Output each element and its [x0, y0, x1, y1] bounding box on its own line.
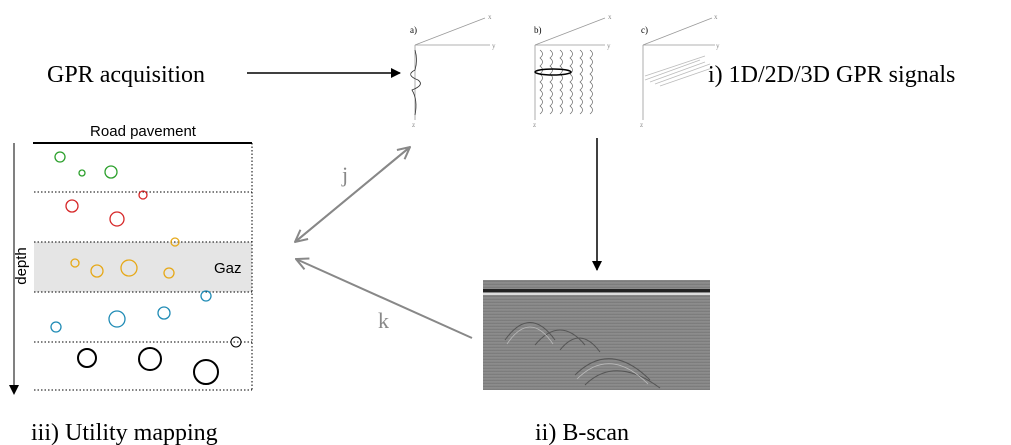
signal-panel-a [410, 17, 490, 120]
panel-label: c) [641, 25, 648, 35]
arrow [295, 146, 411, 242]
map-title: Road pavement [90, 123, 197, 140]
arrow-label: j [341, 162, 348, 187]
gas-band [34, 242, 252, 292]
band-label: Gaz [214, 260, 242, 277]
bscan-label: ii) B-scan [535, 420, 629, 445]
panel-label: b) [534, 25, 542, 35]
axis-label: x [608, 13, 612, 21]
arrow [296, 259, 473, 339]
axis-label: y [607, 42, 611, 50]
axis-label: z [533, 121, 536, 129]
bscan-image [483, 280, 710, 390]
signal-panel-c [642, 17, 715, 120]
layer-lines [34, 143, 253, 391]
signal-panel-b [534, 17, 606, 120]
axis-label: z [640, 121, 643, 129]
arrow-label: k [378, 308, 389, 333]
utilities [50, 151, 242, 385]
depth-label: depth [13, 247, 30, 285]
axis-label: y [492, 42, 496, 50]
acquisition-label: GPR acquisition [47, 62, 205, 88]
axis-label: z [412, 121, 415, 129]
axis-label: x [714, 13, 718, 21]
axis-label: y [716, 42, 720, 50]
mapping-label: iii) Utility mapping [31, 420, 218, 445]
signals-label: i) 1D/2D/3D GPR signals [708, 62, 955, 88]
panel-label: a) [410, 25, 417, 35]
axis-label: x [488, 13, 492, 21]
